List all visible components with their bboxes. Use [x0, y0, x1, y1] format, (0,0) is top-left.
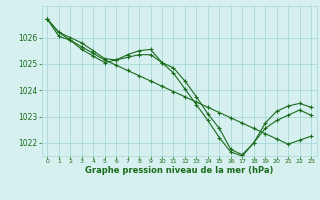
X-axis label: Graphe pression niveau de la mer (hPa): Graphe pression niveau de la mer (hPa)	[85, 166, 273, 175]
